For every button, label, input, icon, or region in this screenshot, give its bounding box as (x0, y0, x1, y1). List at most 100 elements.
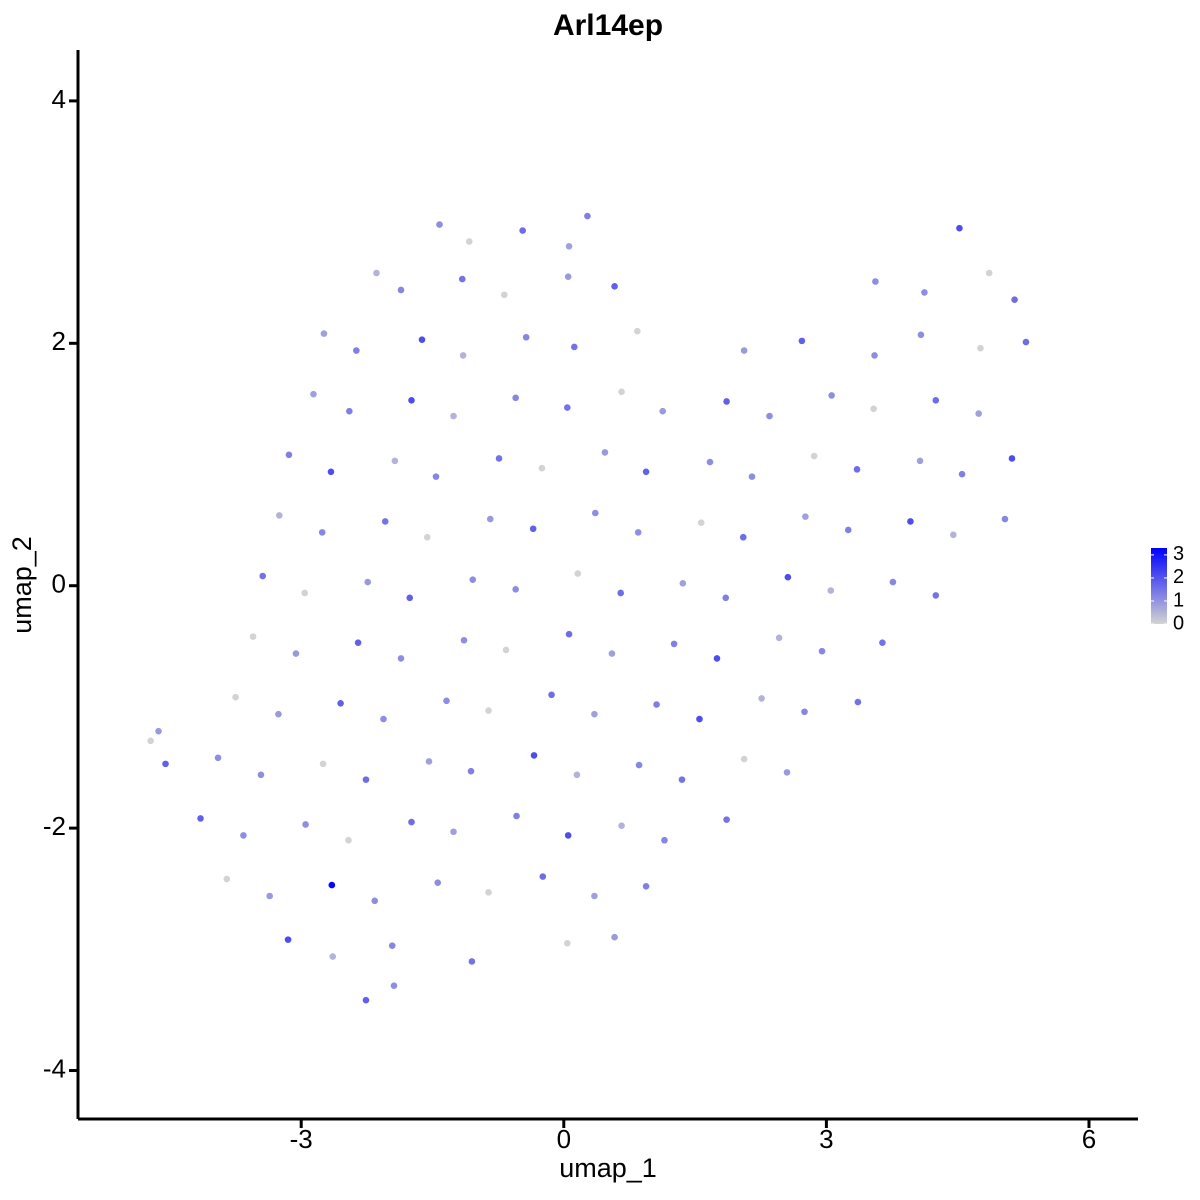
point (362, 996, 370, 1004)
point (740, 755, 748, 763)
point (460, 636, 468, 644)
point (443, 697, 450, 705)
point (353, 347, 360, 354)
point (390, 982, 398, 989)
chart-title: Arl14ep (553, 9, 663, 42)
point (465, 238, 473, 245)
point (565, 243, 573, 250)
point (495, 455, 503, 462)
point (276, 512, 283, 519)
point (318, 529, 326, 536)
point (337, 699, 344, 707)
point (486, 515, 494, 523)
point (783, 769, 791, 776)
point (977, 344, 984, 352)
x-axis-label: umap_1 (559, 1153, 657, 1183)
point (408, 396, 415, 404)
point (775, 634, 783, 642)
point (459, 352, 467, 359)
point (766, 412, 773, 420)
point (458, 275, 466, 283)
point (502, 646, 510, 654)
point (512, 586, 519, 593)
point (706, 458, 714, 466)
point (798, 337, 806, 345)
point (223, 875, 231, 883)
x-tick-label: 3 (819, 1124, 833, 1154)
point (802, 513, 809, 520)
point (155, 727, 162, 735)
point (371, 897, 379, 905)
point (469, 576, 477, 583)
point (592, 509, 599, 517)
point (591, 892, 598, 900)
y-tick-label: 0 (52, 569, 66, 599)
point (302, 821, 309, 828)
point (381, 518, 389, 525)
point (467, 767, 475, 775)
point (147, 737, 154, 745)
point (958, 470, 966, 478)
point (879, 639, 886, 646)
point (522, 333, 530, 341)
point (329, 953, 337, 960)
point (608, 650, 616, 657)
point (827, 587, 835, 594)
point (249, 633, 257, 640)
point (539, 873, 547, 880)
point (512, 394, 519, 402)
point (380, 715, 387, 723)
colorbar-tick-label: 0 (1173, 612, 1184, 634)
point (584, 212, 591, 220)
point (214, 754, 222, 762)
point (634, 529, 642, 536)
point (1008, 455, 1016, 462)
point (635, 761, 643, 769)
point (563, 939, 571, 947)
point (354, 639, 362, 646)
point (292, 650, 300, 657)
point (921, 289, 928, 296)
point (373, 269, 380, 277)
y-tick-label: 4 (52, 84, 66, 114)
point (432, 473, 440, 480)
point (319, 760, 327, 768)
point (485, 889, 492, 896)
point (285, 451, 293, 459)
point (571, 343, 578, 351)
point (450, 828, 457, 836)
point (871, 352, 878, 359)
point (889, 578, 897, 586)
point (617, 589, 624, 597)
point (436, 221, 443, 228)
point (345, 836, 352, 844)
point (418, 336, 426, 343)
point (565, 630, 573, 638)
point (810, 452, 818, 460)
point (397, 655, 405, 662)
point (740, 347, 748, 354)
point (642, 882, 650, 890)
point (601, 449, 609, 456)
point (257, 771, 265, 779)
point (758, 695, 765, 702)
point (713, 655, 721, 662)
x-tick-label: 0 (557, 1124, 571, 1154)
point (661, 836, 668, 844)
point (564, 273, 572, 280)
point (425, 758, 433, 765)
point (784, 573, 792, 581)
point (327, 468, 335, 476)
point (591, 710, 598, 718)
point (564, 832, 572, 839)
point (563, 404, 571, 411)
y-tick-label: -2 (43, 811, 66, 841)
point (1001, 515, 1009, 523)
colorbar-tick-label: 1 (1173, 589, 1184, 611)
point (844, 526, 852, 534)
point (301, 589, 309, 597)
y-tick-label: 2 (52, 326, 66, 356)
point (310, 390, 317, 398)
point (364, 578, 372, 586)
point (240, 832, 247, 839)
